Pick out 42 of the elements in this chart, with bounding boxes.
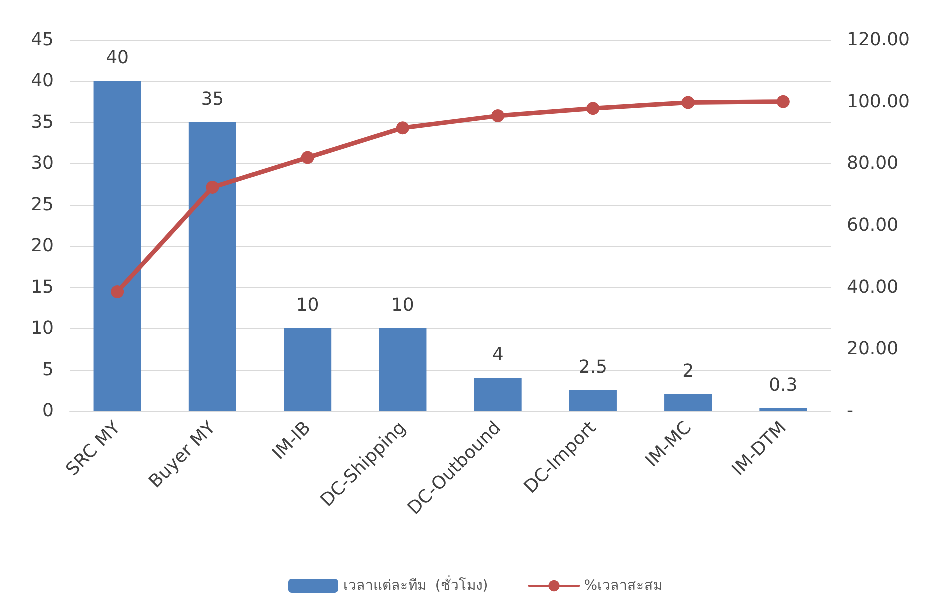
bar [284,328,332,411]
bar [474,378,522,411]
y2-tick-label: 120.00 [847,30,910,50]
point [492,110,505,123]
bar [94,81,142,411]
point [206,180,220,194]
y-tick-label: 20 [31,236,54,257]
legend-label: เวลาแต่ละทีม (ชั่วโมง) [343,576,488,594]
y2-tick-label: 80.00 [847,153,899,174]
point [776,95,790,108]
y-tick-label: 35 [31,112,54,133]
data-label: 4 [492,344,504,366]
bar [379,328,427,411]
point [682,96,695,110]
data-label: 0.3 [769,375,798,396]
data-label: 35 [201,88,224,110]
y-tick-label: 45 [31,30,54,50]
y-tick-label: 0 [42,400,54,422]
data-label: 2 [682,361,694,382]
y-tick-label: 15 [31,276,54,298]
bar [188,122,236,411]
y-tick-label: 40 [31,70,54,92]
data-label: 2.5 [578,356,608,378]
legend-label: %เวลาสะสม [584,578,663,594]
y-tick-label: 5 [42,359,54,380]
y2-tick-label: 60.00 [847,215,899,236]
y2-tick-label: 40.00 [847,276,899,298]
point [396,122,410,135]
bar [664,394,712,411]
y-tick-label: 30 [31,153,54,174]
point [586,102,600,116]
data-label: 40 [106,48,130,69]
y2-tick-label: - [847,400,854,422]
point [111,285,124,298]
y-tick-label: 10 [31,318,54,340]
y2-tick-label: 20.00 [847,338,899,360]
point [301,151,314,164]
data-label: 10 [296,295,320,316]
bar [569,390,617,411]
data-label: 10 [391,295,414,316]
y2-tick-label: 100.00 [847,91,910,112]
y-tick-label: 25 [31,194,54,216]
